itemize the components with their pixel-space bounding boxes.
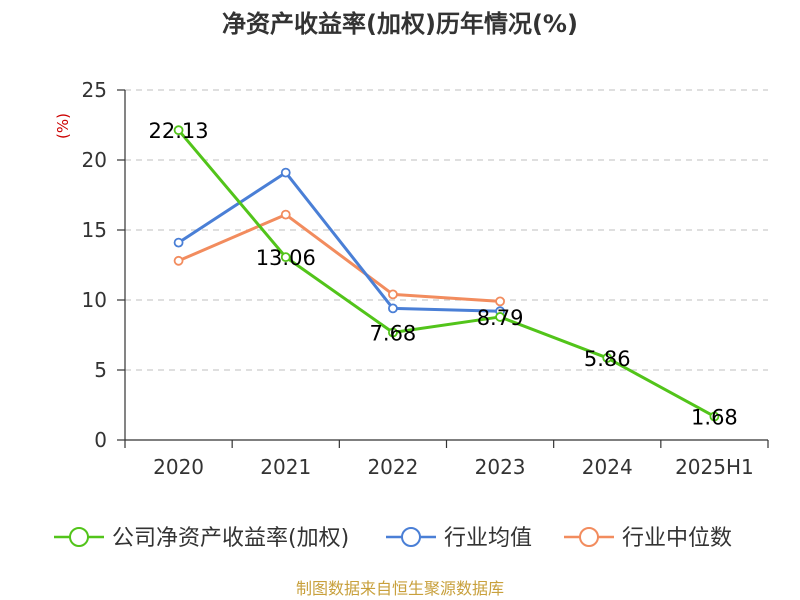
y-tick-label: 15: [82, 218, 107, 242]
grid-lines: [125, 89, 768, 371]
series-line: [177, 129, 716, 418]
data-point[interactable]: [709, 411, 720, 422]
x-tick-label: 2023: [475, 455, 526, 479]
x-tick-label: 2020: [153, 455, 204, 479]
data-labels: 22.13 13.06 7.68 8.79 5.86 1.68: [149, 119, 738, 429]
x-tick-label: 2022: [367, 455, 418, 479]
legend-circle-icon: [401, 527, 421, 547]
data-label: 22.13: [149, 119, 209, 143]
y-tick-label: 10: [82, 288, 107, 312]
y-axis-unit: (%): [54, 113, 72, 139]
legend-item[interactable]: 行业中位数: [564, 526, 732, 551]
legend-circle-icon: [69, 527, 89, 547]
legend-label: 行业中位数: [622, 526, 732, 551]
data-point[interactable]: [602, 353, 613, 363]
data-point[interactable]: [388, 327, 398, 338]
x-tick-label: 2021: [260, 455, 311, 479]
axes: 0 5 10 15 20 25 2020 2021 2022 2023 2024 2025H1: [82, 78, 769, 479]
data-point[interactable]: [388, 303, 398, 314]
legend[interactable]: 公司净资产收益率(加权) 行业均值 行业中位数: [54, 526, 732, 551]
legend-item[interactable]: 公司净资产收益率(加权): [54, 526, 349, 551]
series-line: [177, 213, 501, 303]
data-point[interactable]: [388, 289, 398, 300]
data-point[interactable]: [173, 237, 184, 248]
y-tick-label: 25: [82, 78, 107, 102]
footer-source: 制图数据来自恒生聚源数据库: [296, 579, 504, 598]
x-tick-label: 2024: [582, 455, 633, 479]
y-tick-label: 0: [94, 428, 107, 452]
data-point[interactable]: [173, 125, 184, 136]
data-label: 5.86: [584, 347, 631, 371]
data-label: 13.06: [256, 246, 316, 270]
y-tick-label: 20: [82, 148, 107, 172]
data-label: 8.79: [477, 306, 524, 330]
data-point[interactable]: [280, 167, 291, 178]
legend-label: 公司净资产收益率(加权): [112, 526, 349, 551]
data-point[interactable]: [495, 312, 505, 322]
data-label: 1.68: [691, 405, 738, 429]
series-line: [177, 171, 501, 313]
y-tick-label: 5: [94, 358, 107, 382]
x-tick-label: 2025H1: [675, 455, 754, 479]
data-point[interactable]: [280, 252, 291, 263]
series-layer: [173, 125, 720, 422]
legend-label: 行业均值: [444, 526, 532, 551]
data-point[interactable]: [495, 296, 505, 307]
data-label: 7.68: [370, 321, 417, 345]
data-point[interactable]: [173, 255, 184, 266]
legend-item[interactable]: 行业均值: [386, 526, 532, 551]
data-point[interactable]: [280, 209, 291, 220]
chart-title: 净资产收益率(加权)历年情况(%): [222, 10, 578, 38]
legend-circle-icon: [579, 527, 599, 547]
